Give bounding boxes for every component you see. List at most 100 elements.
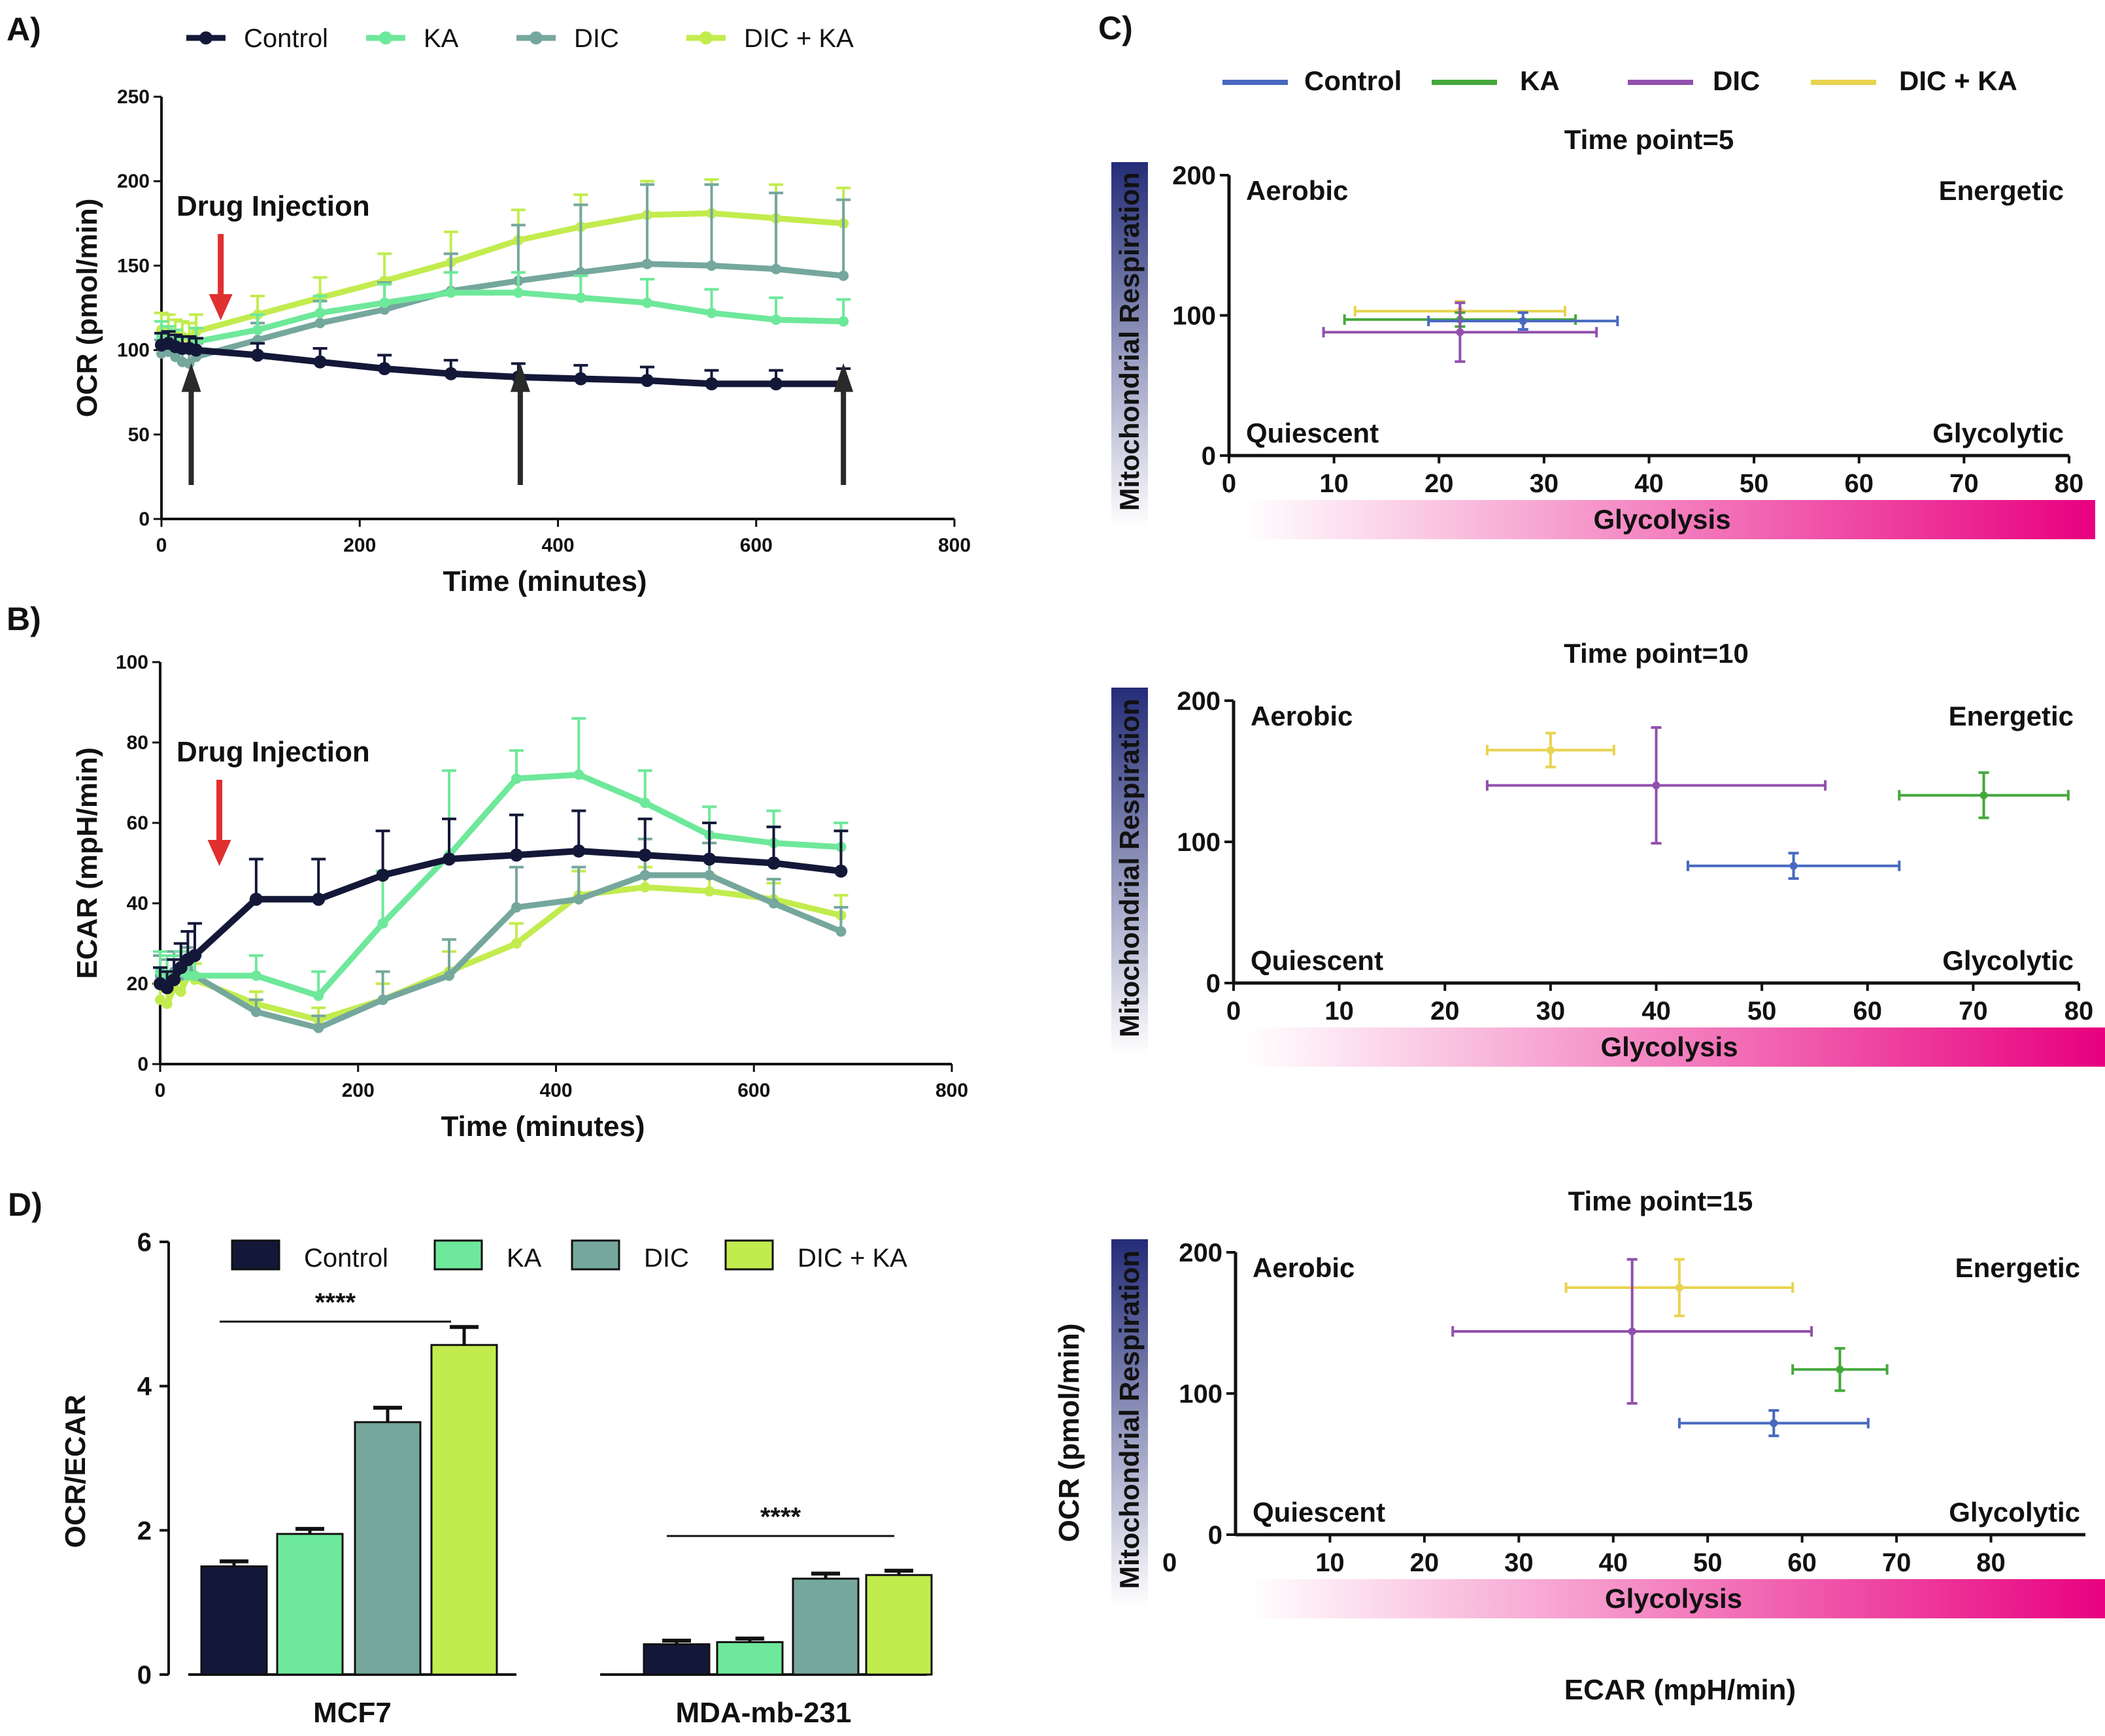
series-line-dic-ka (160, 210, 844, 341)
data-point (639, 882, 650, 893)
data-point (313, 1022, 324, 1033)
y-tick-label: 2 (137, 1516, 152, 1545)
group-mcf7: MCF7 **** (188, 1288, 516, 1729)
x-tick-label: 800 (938, 535, 971, 556)
data-point (511, 773, 522, 784)
point-dic-ka (1564, 1258, 1794, 1318)
legend-label-ka: KA (424, 24, 459, 53)
y-axis-label: OCR/ECAR (59, 1395, 92, 1548)
data-point (1456, 328, 1464, 337)
data-point (1519, 317, 1527, 326)
x-tick-label: 0 (1222, 469, 1236, 498)
drug-injection-arrow-head (209, 294, 233, 320)
data-point (376, 868, 390, 882)
data-point (444, 970, 455, 981)
data-point (1770, 1419, 1778, 1427)
glycolysis-label: Glycolysis (1605, 1583, 1742, 1614)
bar-control (200, 1565, 268, 1676)
quadrant-energetic: Energetic (1955, 1252, 2080, 1283)
x-tick-label: 30 (1530, 469, 1559, 498)
data-point (175, 986, 186, 997)
ocr-outer-label: OCR (pmol/min) (1053, 1324, 1085, 1543)
x-tick-label: 10 (1324, 997, 1354, 1026)
data-point (312, 892, 326, 906)
legend-marker-dic (530, 31, 543, 44)
data-point (835, 926, 847, 937)
series-control (153, 809, 849, 995)
point-ka (1898, 771, 2070, 820)
quadrant-aerobic: Aerobic (1251, 701, 1353, 731)
y-tick-label: 0 (137, 1661, 152, 1690)
data-point (1675, 1284, 1683, 1292)
y-tick-label: 200 (117, 171, 150, 192)
y-tick-label: 20 (127, 973, 148, 995)
respiration-gradient (1111, 162, 1148, 527)
data-point (314, 307, 326, 318)
point-control (1686, 852, 1901, 880)
y-tick-label: 6 (137, 1228, 152, 1257)
mito-respiration-label: Mitochondrial Respiration (1114, 1250, 1145, 1589)
injection-marker-arrow-head (181, 363, 201, 392)
x-tick-label: 20 (1430, 997, 1460, 1026)
x-tick-label: 50 (1693, 1548, 1723, 1577)
y-tick-label: 100 (117, 340, 150, 361)
data-point (378, 362, 392, 376)
data-point (161, 998, 173, 1009)
injection-marker-arrow-head (834, 363, 854, 392)
x-tick-label: 30 (1504, 1548, 1534, 1577)
panel-title: Time point=15 (1568, 1186, 1753, 1216)
y-tick-label: 0 (139, 509, 150, 530)
x-axis-label: Time (minutes) (441, 1110, 645, 1143)
series-line-control (158, 848, 842, 992)
panel-title: Time point=10 (1564, 638, 1749, 669)
data-point (511, 902, 522, 913)
y-tick-label: 80 (127, 732, 148, 754)
x-tick-label: 40 (1599, 1548, 1628, 1577)
data-point (511, 938, 522, 949)
quadrant-aerobic: Aerobic (1253, 1252, 1355, 1283)
data-point (640, 374, 654, 388)
y-tick-label: 100 (1177, 828, 1221, 857)
glycolysis-label: Glycolysis (1593, 504, 1730, 535)
legend-label-ka: KA (507, 1244, 542, 1273)
data-point (573, 769, 584, 780)
x-tick-label: 60 (1787, 1548, 1817, 1577)
x-tick-label: 0 (155, 1080, 166, 1101)
x-tick-label: 400 (541, 535, 574, 556)
legend-swatch-dic (571, 1239, 620, 1271)
data-point (513, 287, 524, 298)
y-tick-label: 100 (116, 652, 148, 673)
data-point (249, 892, 263, 906)
legend-marker-dic-ka (699, 31, 713, 44)
x-tick-label: 800 (935, 1080, 968, 1101)
y-tick-label: 200 (1179, 1239, 1222, 1267)
injection-marker-arrow (181, 363, 201, 485)
x-tick-label: 60 (1845, 469, 1874, 498)
group-label: MCF7 (313, 1697, 392, 1729)
panel-label-C: C) (1098, 10, 1133, 46)
legend-swatch-dic-ka (724, 1239, 774, 1271)
y-tick-label: 40 (127, 893, 148, 914)
data-point (314, 318, 326, 329)
data-point (767, 856, 781, 870)
x-tick-label: 40 (1642, 997, 1671, 1026)
y-tick-label: 100 (1172, 302, 1216, 331)
group-label: MDA-mb-231 (676, 1697, 852, 1729)
data-point (1546, 746, 1555, 754)
point-ka (1791, 1346, 1889, 1392)
data-point (313, 355, 327, 369)
quadrant-quiescent: Quiescent (1253, 1497, 1385, 1527)
y-tick-label: 250 (117, 86, 150, 108)
bar-dic-ka (430, 1344, 498, 1676)
x-tick-label: 70 (1949, 469, 1979, 498)
x-tick-label: 60 (1853, 997, 1883, 1026)
injection-marker-arrow (510, 363, 530, 485)
quadrant-energetic: Energetic (1949, 701, 2074, 731)
y-tick-label: 200 (1172, 161, 1216, 190)
legend-label-control: Control (304, 1244, 388, 1273)
x-tick-label: 0 (156, 535, 167, 556)
data-point (573, 893, 584, 905)
panel-B: B) 0 200 400 600 800 0 20 40 60 80 100 Time (minutes… (7, 601, 968, 1143)
bar-dic (792, 1577, 860, 1676)
significance-stars: **** (760, 1503, 801, 1531)
